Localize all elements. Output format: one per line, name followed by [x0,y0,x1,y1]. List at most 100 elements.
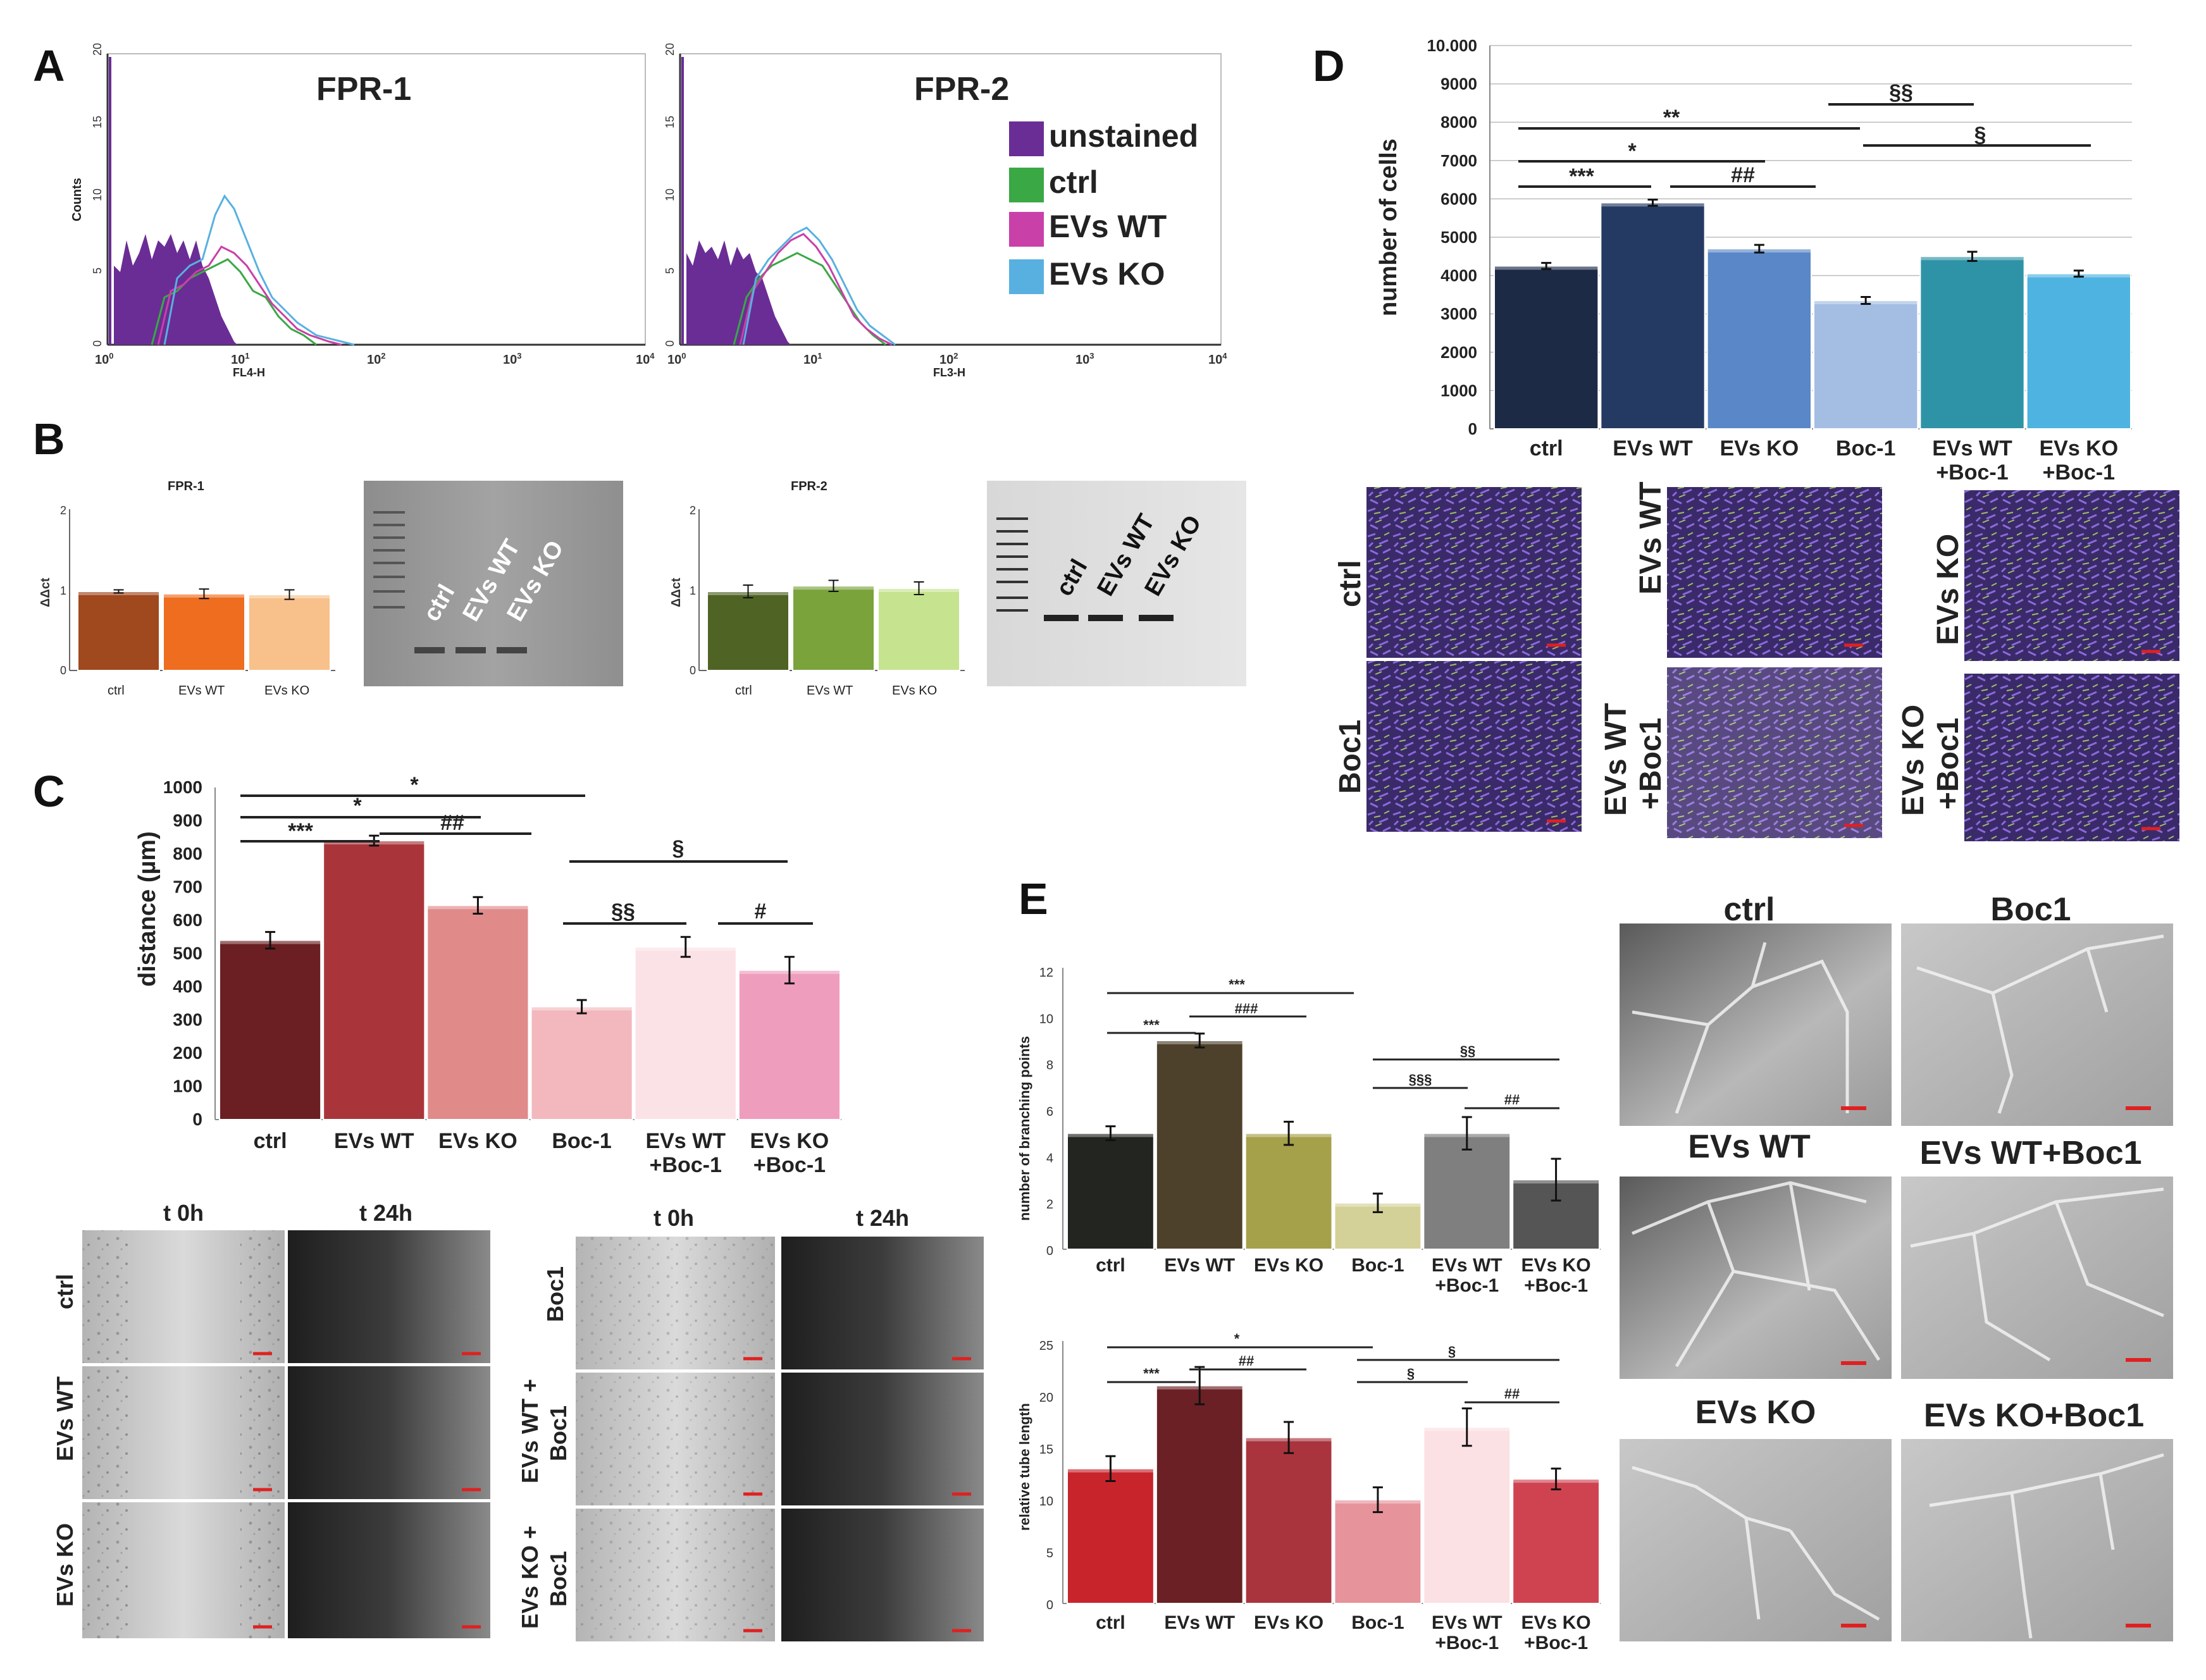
sig-label: § [672,836,685,860]
xtick: EVs KO [1254,1612,1323,1633]
bar-4 [634,946,737,1120]
ytick: 100 [173,1077,202,1096]
ytick: 1 [690,584,696,597]
ytick: 2 [60,504,66,517]
ytick: 4000 [1441,266,1477,285]
micrograph [288,1366,490,1499]
xtick: ctrl [1096,1255,1125,1276]
micrograph [781,1509,984,1641]
image-title: Boc1 [1990,891,2071,928]
chart-d-ylabel: number of cells [1375,139,1402,316]
sig-label: §§ [1889,80,1913,104]
chart-d-significance [1518,103,2091,188]
sig-label: ## [1504,1092,1520,1108]
bar-5 [2026,273,2132,429]
column-label: t 0h [654,1205,694,1231]
xtick: 102 [939,351,958,367]
chart-e1-bars [1067,1032,1601,1250]
xtick: 103 [1075,351,1094,367]
legend-label-ctrl: ctrl [1049,164,1098,200]
xtick-line2: +Boc-1 [1524,1275,1588,1296]
xtick: 100 [667,351,686,367]
sig-label: # [755,899,767,923]
xtick: ctrl [108,684,125,698]
image-label: EVs KO [1931,534,1965,645]
ytick: 20 [91,43,104,56]
tube-formation-images: ctrl Boc1 EVs WT EVs WT+Boc1 EVs KO EVs … [1620,891,2173,1641]
ytick: 0 [690,664,696,677]
image-label: +Boc1 [1931,718,1965,810]
bar-3 [1813,299,1919,429]
row-label: EVs KO + [517,1526,543,1629]
chart-e2-bars [1067,1366,1601,1605]
ytick: 1000 [1441,381,1477,400]
bar-4 [1423,1132,1511,1250]
gel-fpr1: ctrl EVs WT EVs KO [364,481,623,686]
sig-label: * [1234,1331,1240,1347]
chart-b-fpr1-title: FPR-1 [168,479,204,493]
bar-1 [1155,1385,1244,1605]
ytick: 9000 [1441,75,1477,94]
histogram-fpr1-ctrl [151,258,317,346]
xtick: ctrl [1530,436,1563,460]
sig-label: *** [1143,1017,1160,1033]
row-label: Boc1 [542,1266,568,1322]
histogram-legend: unstained ctrl EVs WT EVs KO [1009,118,1198,294]
bar-4 [1423,1426,1511,1604]
ytick: 5 [1046,1547,1053,1560]
ytick: 0 [664,340,676,347]
bar-2 [1244,1132,1333,1250]
xtick-line2: +Boc-1 [1936,460,2008,485]
xtick: EVs KO [2039,436,2118,460]
ytick: 20 [1039,1391,1053,1405]
xtick: ctrl [1096,1612,1125,1633]
panel-label-c: C [33,767,65,816]
histogram-fpr1-unstained [109,57,237,345]
ytick: 25 [1039,1339,1053,1353]
chart-e2-yticks: 0 5 10 15 20 25 [1039,1339,1053,1612]
ytick: 5000 [1441,228,1477,247]
ytick: 2 [1046,1198,1053,1212]
chart-e1-yticks: 0 2 4 6 8 10 12 [1039,966,1053,1258]
xtick: Boc-1 [1351,1612,1404,1633]
chart-c-significance [240,794,813,925]
ytick: 10 [1039,1012,1053,1026]
ytick: 15 [664,116,676,128]
column-label: t 0h [163,1200,204,1226]
sig-label: §§ [1460,1043,1475,1059]
xtick: ctrl [735,684,752,698]
xtick: Boc-1 [1351,1255,1404,1276]
histogram-fpr2-evs-wt [739,233,893,346]
histogram-fpr1-ylabel: Counts [70,178,84,221]
bar-0 [219,939,322,1120]
xtick: EVs KO [892,684,937,698]
micrograph [288,1502,490,1638]
panel-label-a: A [33,41,65,90]
chart-e1-ylabel: number of branching points [1017,1036,1032,1221]
xtick: EVs WT [1432,1612,1503,1633]
xtick: 101 [231,351,249,367]
xtick: EVs WT [334,1129,414,1153]
image-title: EVs KO [1695,1394,1816,1431]
chart-b-fpr1-ylabel: ΔΔct [39,578,53,607]
chart-c-ylabel: distance (µm) [134,831,161,987]
xtick: EVs KO [750,1129,829,1153]
xtick-line2: +Boc-1 [650,1153,722,1177]
legend-label-evs-ko: EVs KO [1049,256,1165,292]
sig-label: ## [1504,1386,1520,1402]
micrograph [1901,923,2173,1126]
row-label: EVs WT [52,1376,78,1461]
legend-swatch-unstained [1009,121,1044,156]
ytick: 0 [1468,419,1477,438]
image-title: EVs WT+Boc1 [1919,1135,2141,1171]
chart-b-fpr2-axes: FPR-2 ΔΔct 0 1 2 ctrl EVs WT EVs KO [669,479,965,698]
chart-e2-ylabel: relative tube length [1017,1403,1032,1531]
image-label: Boc1 [1334,720,1367,794]
xtick: Boc-1 [1836,436,1895,460]
image-label: ctrl [1334,560,1367,607]
legend-label-unstained: unstained [1049,118,1198,154]
image-label: EVs KO [1897,705,1930,816]
